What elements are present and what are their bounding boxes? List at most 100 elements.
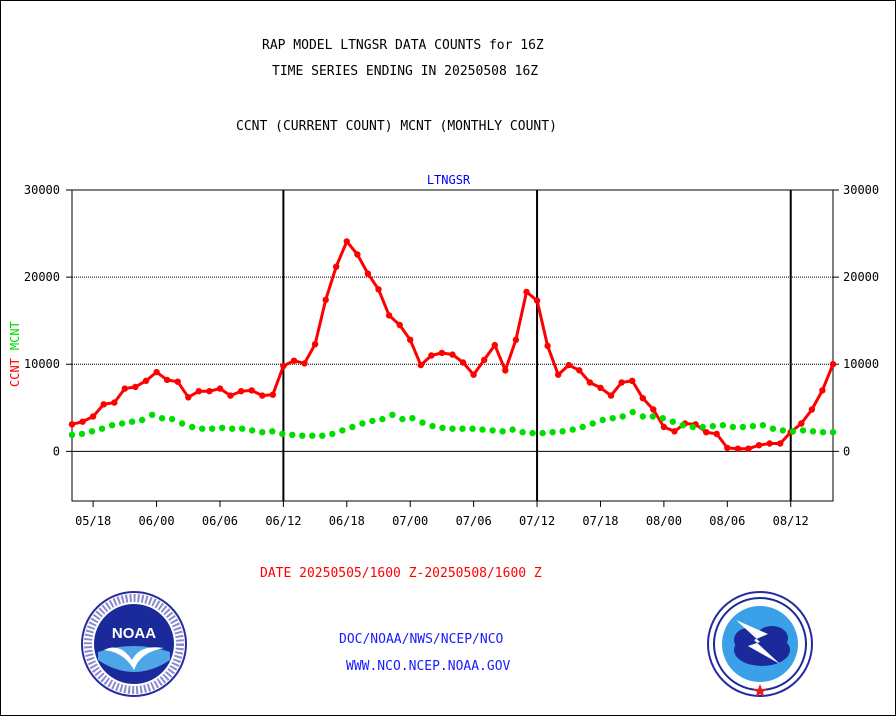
data-point-ccnt <box>428 352 435 359</box>
data-point-ccnt <box>650 406 657 413</box>
data-point-mcnt <box>589 420 596 427</box>
data-point-ccnt <box>68 421 76 428</box>
data-point-mcnt <box>829 429 837 436</box>
data-point-ccnt <box>311 341 319 348</box>
data-point-ccnt <box>185 394 192 401</box>
y-axis-label-mcnt: MCNT <box>8 321 22 350</box>
data-point-mcnt <box>599 416 606 424</box>
data-point-ccnt <box>438 349 446 357</box>
data-point-mcnt <box>749 422 757 430</box>
noaa-logo-icon: NOAA <box>81 591 187 697</box>
data-point-ccnt <box>829 361 837 368</box>
data-point-mcnt <box>629 408 636 416</box>
chart-title-line1: RAP MODEL LTNGSR DATA COUNTS for 16Z <box>262 38 544 53</box>
plot-frame <box>71 189 834 502</box>
data-point-mcnt <box>158 415 166 422</box>
data-point-ccnt <box>502 367 509 374</box>
data-point-mcnt <box>88 428 96 435</box>
data-point-mcnt <box>579 423 586 431</box>
data-point-ccnt <box>121 385 128 392</box>
data-point-mcnt <box>479 426 486 433</box>
data-point-ccnt <box>808 406 816 413</box>
data-point-ccnt <box>333 263 340 270</box>
x-tick-label: 07/18 <box>582 514 618 528</box>
data-point-mcnt <box>319 432 326 439</box>
x-tick-label: 08/06 <box>709 514 745 528</box>
data-point-ccnt <box>671 428 678 435</box>
data-point-mcnt <box>359 420 366 427</box>
data-point-mcnt <box>619 413 626 420</box>
data-point-mcnt <box>719 422 727 429</box>
x-tick-label: 07/12 <box>519 514 555 528</box>
data-point-mcnt <box>789 428 797 435</box>
data-point-mcnt <box>349 423 356 431</box>
series-line-ccnt <box>71 238 835 451</box>
data-point-ccnt <box>79 418 86 425</box>
data-point-ccnt <box>555 371 562 378</box>
data-point-ccnt <box>470 371 477 378</box>
data-point-ccnt <box>523 288 530 296</box>
data-point-mcnt <box>118 420 126 427</box>
data-point-ccnt <box>734 445 742 452</box>
data-point-mcnt <box>779 427 787 434</box>
data-point-mcnt <box>78 430 86 438</box>
data-point-ccnt <box>660 423 668 431</box>
data-point-ccnt <box>280 362 287 370</box>
x-tick-label: 07/00 <box>392 514 428 528</box>
data-point-mcnt <box>419 419 426 426</box>
data-point-mcnt <box>489 427 496 434</box>
data-point-ccnt <box>745 445 752 452</box>
data-point-ccnt <box>322 296 329 303</box>
data-point-ccnt <box>565 361 572 369</box>
website-link[interactable]: WWW.NCO.NCEP.NOAA.GOV <box>346 659 511 674</box>
data-point-mcnt <box>98 425 106 432</box>
data-point-mcnt <box>459 425 466 432</box>
data-point-ccnt <box>237 388 245 395</box>
data-point-mcnt <box>229 425 236 432</box>
data-point-mcnt <box>699 423 706 431</box>
data-point-mcnt <box>609 415 616 422</box>
data-point-mcnt <box>559 428 566 435</box>
data-point-mcnt <box>128 418 136 425</box>
data-point-ccnt <box>111 399 118 406</box>
data-point-ccnt <box>459 359 467 366</box>
data-point-mcnt <box>68 431 76 438</box>
data-point-ccnt <box>703 429 710 436</box>
data-point-ccnt <box>724 444 731 452</box>
data-point-ccnt <box>364 270 372 277</box>
y-tick-label-left: 20000 <box>24 270 60 284</box>
data-point-mcnt <box>799 427 807 434</box>
data-point-mcnt <box>369 417 376 425</box>
x-tick-label: 06/18 <box>329 514 365 528</box>
y-tick-label-left: 10000 <box>24 357 60 371</box>
data-point-ccnt <box>343 238 350 245</box>
data-point-ccnt <box>174 378 181 385</box>
data-point-mcnt <box>219 424 226 431</box>
data-point-mcnt <box>439 424 446 431</box>
data-point-ccnt <box>407 336 414 343</box>
data-point-mcnt <box>249 427 256 434</box>
data-point-ccnt <box>153 368 160 376</box>
data-point-mcnt <box>539 429 546 437</box>
x-tick-label: 06/06 <box>202 514 238 528</box>
data-point-ccnt <box>481 356 488 364</box>
data-point-ccnt <box>586 379 594 386</box>
noaa-logo-text: NOAA <box>112 625 156 642</box>
data-point-ccnt <box>755 442 763 449</box>
data-point-ccnt <box>533 297 541 304</box>
nws-logo-icon <box>707 591 813 697</box>
data-point-mcnt <box>209 425 216 432</box>
data-point-mcnt <box>168 415 176 423</box>
data-point-ccnt <box>396 321 403 329</box>
data-point-mcnt <box>399 415 406 423</box>
series-mcnt <box>68 408 837 439</box>
data-point-mcnt <box>389 411 396 418</box>
data-point-ccnt <box>512 336 520 343</box>
data-point-mcnt <box>339 427 346 434</box>
data-point-mcnt <box>329 430 336 438</box>
y-tick-label-right: 10000 <box>843 357 879 371</box>
data-point-ccnt <box>777 440 784 447</box>
data-point-ccnt <box>216 385 224 392</box>
data-point-mcnt <box>759 422 767 429</box>
y-tick-label-left: 30000 <box>24 183 60 197</box>
